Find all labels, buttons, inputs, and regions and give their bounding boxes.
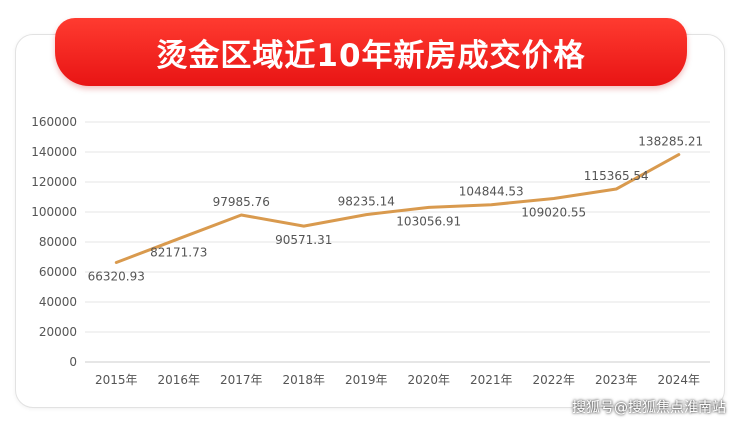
data-label: 138285.21 xyxy=(638,135,703,149)
series-line-group xyxy=(114,153,681,264)
y-tick-label: 120000 xyxy=(31,175,77,189)
data-label: 104844.53 xyxy=(459,185,524,199)
x-tick-label: 2015年 xyxy=(95,373,138,387)
y-tick-label: 0 xyxy=(69,355,77,369)
x-tick-label: 2019年 xyxy=(345,373,388,387)
y-tick-label: 80000 xyxy=(39,235,77,249)
y-tick-label: 160000 xyxy=(31,115,77,129)
grid-lines xyxy=(85,121,710,363)
data-label: 82171.73 xyxy=(150,246,207,260)
title-banner xyxy=(55,18,687,86)
x-tick-label: 2023年 xyxy=(595,373,638,387)
x-tick-label: 2020年 xyxy=(407,373,450,387)
data-label: 97985.76 xyxy=(213,195,270,209)
data-labels: 66320.93 82171.73 97985.76 90571.31 98235.14… xyxy=(88,135,704,284)
data-label: 90571.31 xyxy=(275,233,332,247)
y-tick-label: 20000 xyxy=(39,325,77,339)
x-tick-label: 2024年 xyxy=(657,373,700,387)
chart-title: 烫金区域近10年新房成交价格 xyxy=(156,37,586,74)
y-tick-label: 100000 xyxy=(31,205,77,219)
x-tick-label: 2017年 xyxy=(220,373,263,387)
data-label: 109020.55 xyxy=(521,205,586,219)
x-tick-label: 2016年 xyxy=(157,373,200,387)
y-tick-label: 40000 xyxy=(39,295,77,309)
x-tick-label: 2021年 xyxy=(470,373,513,387)
data-label: 103056.91 xyxy=(396,214,461,228)
x-tick-label: 2022年 xyxy=(532,373,575,387)
x-tick-label: 2018年 xyxy=(282,373,325,387)
data-label: 98235.14 xyxy=(338,195,395,209)
y-tick-label: 140000 xyxy=(31,145,77,159)
series-line xyxy=(114,153,681,264)
data-label: 115365.54 xyxy=(584,169,649,183)
watermark: 搜狐号@搜狐焦点淮南站 xyxy=(572,400,726,416)
y-tick-label: 60000 xyxy=(39,265,77,279)
x-axis-ticks: 2015年 2016年 2017年 2018年 2019年 2020年 2021年 2022年… xyxy=(95,373,700,387)
data-label: 66320.93 xyxy=(88,270,145,284)
y-axis-ticks: 0 20000 40000 60000 80000 100000 120000 140000 1… xyxy=(31,115,77,369)
chart-card xyxy=(15,34,725,408)
